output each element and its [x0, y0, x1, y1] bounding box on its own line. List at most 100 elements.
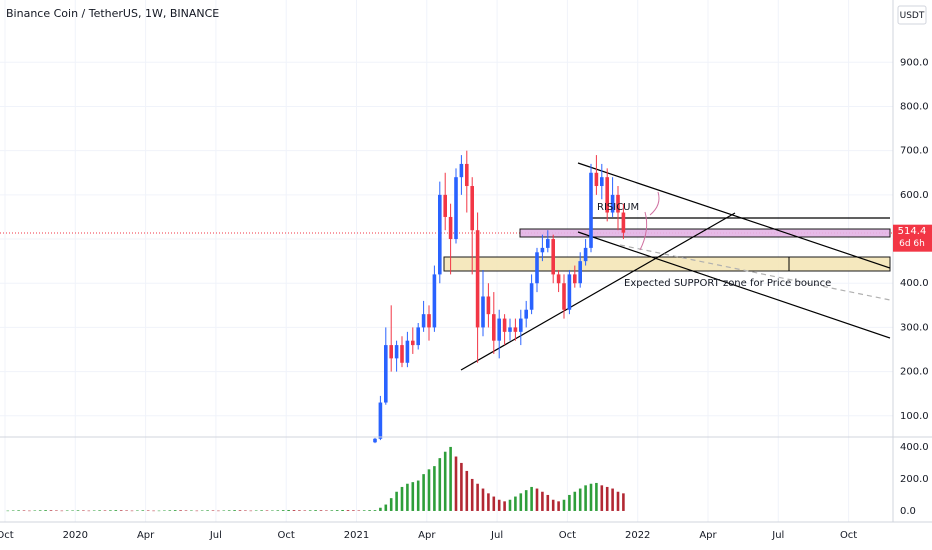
histogram-bar [535, 488, 539, 511]
candle-body [605, 177, 609, 213]
x-tick-label: 2021 [344, 530, 369, 541]
candle-body [492, 314, 496, 341]
candle-body [427, 314, 431, 328]
histogram-bar [508, 499, 512, 511]
histogram-bar [82, 510, 85, 511]
candle-body [524, 309, 528, 319]
candle-body [567, 274, 572, 310]
x-tick-label: Oct [0, 530, 14, 541]
candle-body [481, 296, 485, 328]
histogram-bar [330, 510, 334, 511]
histogram-bar [584, 485, 587, 511]
candle-body [486, 296, 491, 315]
candle-body [594, 172, 599, 187]
histogram-bar [465, 470, 469, 511]
y-tick-label: 900.0 [900, 57, 929, 68]
histogram-bar [573, 491, 577, 511]
histogram-bar [44, 510, 47, 511]
currency-button[interactable] [897, 5, 927, 25]
histogram-bar [411, 482, 415, 511]
histogram-bar [281, 510, 285, 511]
histogram-bar [384, 504, 388, 511]
y-tick-label: 200.0 [900, 367, 929, 378]
annotation: Expected SUPPORT zone for Price bounce [624, 278, 831, 289]
histogram-bar [416, 480, 420, 511]
arrow [639, 211, 648, 251]
x-tick-label: Apr [418, 530, 436, 541]
histogram-bar [524, 490, 528, 511]
candle-body [535, 252, 539, 284]
histogram-bar [568, 494, 571, 511]
histogram-bar [611, 488, 614, 511]
candle-body [378, 402, 383, 439]
histogram-bar [546, 494, 550, 511]
candle-body [405, 340, 410, 363]
histogram-bar [481, 488, 485, 511]
histogram-bar [449, 446, 452, 511]
x-tick-label: Oct [840, 530, 857, 541]
candle-body [529, 283, 534, 310]
histogram-bar [244, 510, 247, 511]
histogram-bar [503, 501, 506, 511]
candle-body [400, 345, 404, 363]
histogram-bar [65, 510, 69, 511]
histogram-bar [335, 510, 339, 511]
resistance-zone [519, 228, 891, 238]
candle-body [497, 318, 501, 341]
candle-body [589, 172, 593, 248]
histogram-bar [38, 510, 42, 511]
histogram-bar [260, 510, 263, 511]
histogram-bar [454, 456, 458, 511]
chart-title: Binance Coin / TetherUS, 1W, BINANCE [6, 7, 219, 20]
candle-body [551, 239, 555, 275]
histogram-bar [276, 510, 280, 511]
histogram-bar [308, 510, 312, 511]
candle-body [546, 239, 550, 248]
histogram-bar [303, 510, 307, 511]
histogram-bar [227, 510, 231, 511]
price-label: 514.4 [898, 226, 927, 237]
histogram-bar [206, 510, 209, 511]
candle-body [475, 230, 480, 328]
histogram-bar [211, 510, 215, 511]
histogram-bar [265, 510, 269, 511]
histogram-bar [76, 510, 80, 511]
y-tick-label: 700.0 [900, 146, 929, 157]
x-tick-label: 2022 [625, 530, 650, 541]
histogram-bar [254, 510, 258, 511]
marks [6, 150, 626, 512]
candle-body [583, 247, 588, 262]
histogram-bar [200, 510, 204, 511]
price-label-box [893, 224, 932, 252]
histogram-bar [578, 488, 582, 511]
histogram-bar [125, 510, 128, 511]
histogram-bar [157, 510, 161, 512]
histogram-bar [130, 510, 134, 512]
histogram-bar [179, 510, 182, 511]
drawings [0, 162, 893, 371]
histogram-bar [406, 483, 409, 511]
histogram-bar [622, 493, 625, 511]
histogram-bar [92, 510, 96, 511]
histogram-bar [389, 498, 393, 511]
candle-body [562, 283, 566, 310]
annotation: RISICUM [597, 202, 639, 213]
histogram-bar [616, 491, 620, 511]
histogram-bar [141, 510, 145, 511]
histogram-bar [28, 510, 31, 512]
histogram-bar [22, 510, 26, 511]
histogram-bar [346, 510, 350, 511]
candle-body [502, 318, 507, 332]
histogram-bar [222, 510, 226, 511]
x-tick-label: 2020 [63, 530, 88, 541]
histogram-bar [487, 493, 490, 511]
histogram-bar [163, 510, 166, 511]
histogram-bar [443, 451, 447, 511]
histogram-bar [589, 483, 593, 511]
candle-body [421, 314, 426, 328]
histogram-bar [152, 510, 155, 512]
histogram-bar [595, 482, 598, 511]
histogram-bar [605, 486, 609, 511]
y-tick-label: 0.0 [900, 506, 916, 517]
